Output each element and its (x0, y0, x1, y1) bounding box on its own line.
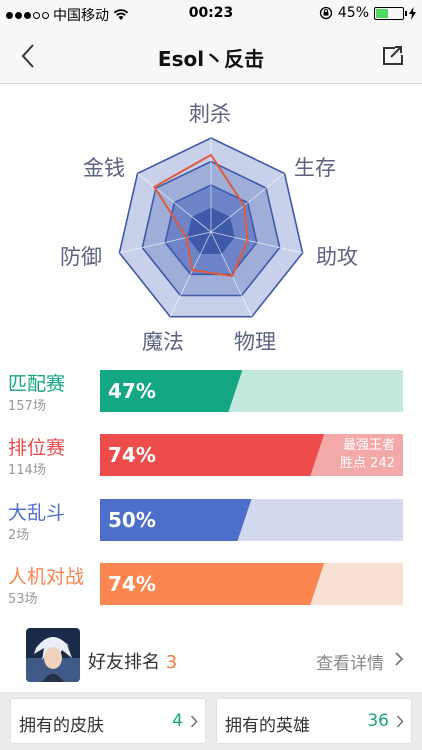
ability-radar-chart: 刺杀 生存 助攻 物理 魔法 防御 金钱 (0, 86, 422, 362)
avatar (26, 628, 80, 682)
owned-heroes-label: 拥有的英雄 (225, 716, 310, 736)
radar-label-assist: 助攻 (316, 245, 358, 269)
share-button[interactable] (380, 42, 408, 70)
rank-info: 最强王者 胜点 242 (340, 437, 395, 473)
radar-label-magic: 魔法 (142, 330, 184, 354)
owned-heroes-count: 36 (367, 711, 389, 731)
status-left: 中国移动 (6, 5, 129, 25)
winrate-fill (100, 370, 242, 412)
friend-rank-label: 好友排名 3 (88, 648, 177, 674)
radar-label-defense: 防御 (60, 245, 102, 269)
battery-percent: 45% (337, 5, 369, 21)
friend-rank-value: 3 (165, 652, 178, 673)
radar-svg (118, 137, 304, 318)
stat-row-match[interactable]: 匹配赛 157场 47% (0, 369, 422, 425)
status-time: 00:23 (188, 5, 234, 21)
owned-skins-button[interactable]: 拥有的皮肤 4 (10, 698, 206, 744)
wifi-icon (113, 9, 129, 20)
battery-icon (374, 6, 407, 20)
stat-row-brawl[interactable]: 大乱斗 2场 50% (0, 498, 422, 554)
radar-spoke (210, 231, 303, 254)
winrate-bar: 47% (100, 370, 403, 412)
stat-count: 2场 (8, 528, 30, 543)
radar-value-polygon (152, 153, 249, 278)
stat-name: 匹配赛 (8, 373, 66, 395)
carrier-name: 中国移动 (53, 8, 109, 24)
page-title: Esol丶反击 (157, 47, 265, 71)
nav-bar: Esol丶反击 (0, 28, 422, 84)
radar-spoke (169, 231, 212, 317)
rank-tier: 最强王者 (342, 438, 395, 453)
stat-row-ai[interactable]: 人机对战 53场 74% (0, 562, 422, 618)
bottom-bar: 拥有的皮肤 4 拥有的英雄 36 (0, 692, 422, 750)
radar-spoke (119, 231, 212, 254)
stat-row-ranked[interactable]: 排位赛 114场 74% 最强王者 胜点 242 (0, 433, 422, 489)
stat-count: 53场 (8, 592, 38, 607)
owned-heroes-button[interactable]: 拥有的英雄 36 (216, 698, 412, 744)
winrate-percent: 74% (108, 572, 156, 596)
winrate-bar: 50% (100, 499, 403, 541)
status-right: 45% (319, 5, 416, 21)
chevron-right-icon (396, 715, 404, 728)
rotation-lock-icon (319, 6, 333, 20)
friend-rank-row[interactable]: 好友排名 3 查看详情 (0, 624, 422, 690)
stat-count: 114场 (8, 463, 46, 478)
radar-label-physical: 物理 (234, 330, 276, 354)
rank-points: 胜点 242 (340, 456, 395, 471)
winrate-fill (100, 563, 324, 605)
stat-name: 排位赛 (8, 437, 66, 459)
winrate-percent: 74% (108, 443, 156, 467)
winrate-bar: 74% (100, 563, 403, 605)
share-icon (383, 46, 403, 65)
stat-name: 人机对战 (8, 566, 85, 588)
owned-skins-count: 4 (172, 711, 183, 731)
radar-spoke (210, 231, 253, 317)
radar-label-assassinate: 刺杀 (189, 102, 231, 126)
stat-count: 157场 (8, 399, 46, 414)
view-details-link[interactable]: 查看详情 (316, 654, 384, 674)
radar-label-survive: 生存 (294, 156, 336, 180)
winrate-percent: 50% (108, 508, 156, 532)
winrate-fill (100, 499, 252, 541)
chevron-right-icon (190, 715, 198, 728)
radar-spoke (137, 173, 212, 233)
owned-skins-label: 拥有的皮肤 (19, 716, 104, 736)
winrate-fill (100, 434, 324, 476)
radar-spoke (210, 173, 285, 233)
stat-name: 大乱斗 (8, 502, 66, 524)
charging-icon (409, 6, 416, 20)
chevron-left-icon (21, 44, 34, 68)
status-bar: 中国移动 00:23 45% (0, 0, 422, 28)
signal-icon (6, 11, 49, 19)
friend-rank-text: 好友排名 (88, 652, 160, 673)
winrate-percent: 47% (108, 379, 156, 403)
radar-label-gold: 金钱 (83, 156, 125, 180)
back-button[interactable] (14, 40, 44, 72)
winrate-bar: 74% 最强王者 胜点 242 (100, 434, 403, 476)
chevron-right-icon (395, 652, 404, 666)
